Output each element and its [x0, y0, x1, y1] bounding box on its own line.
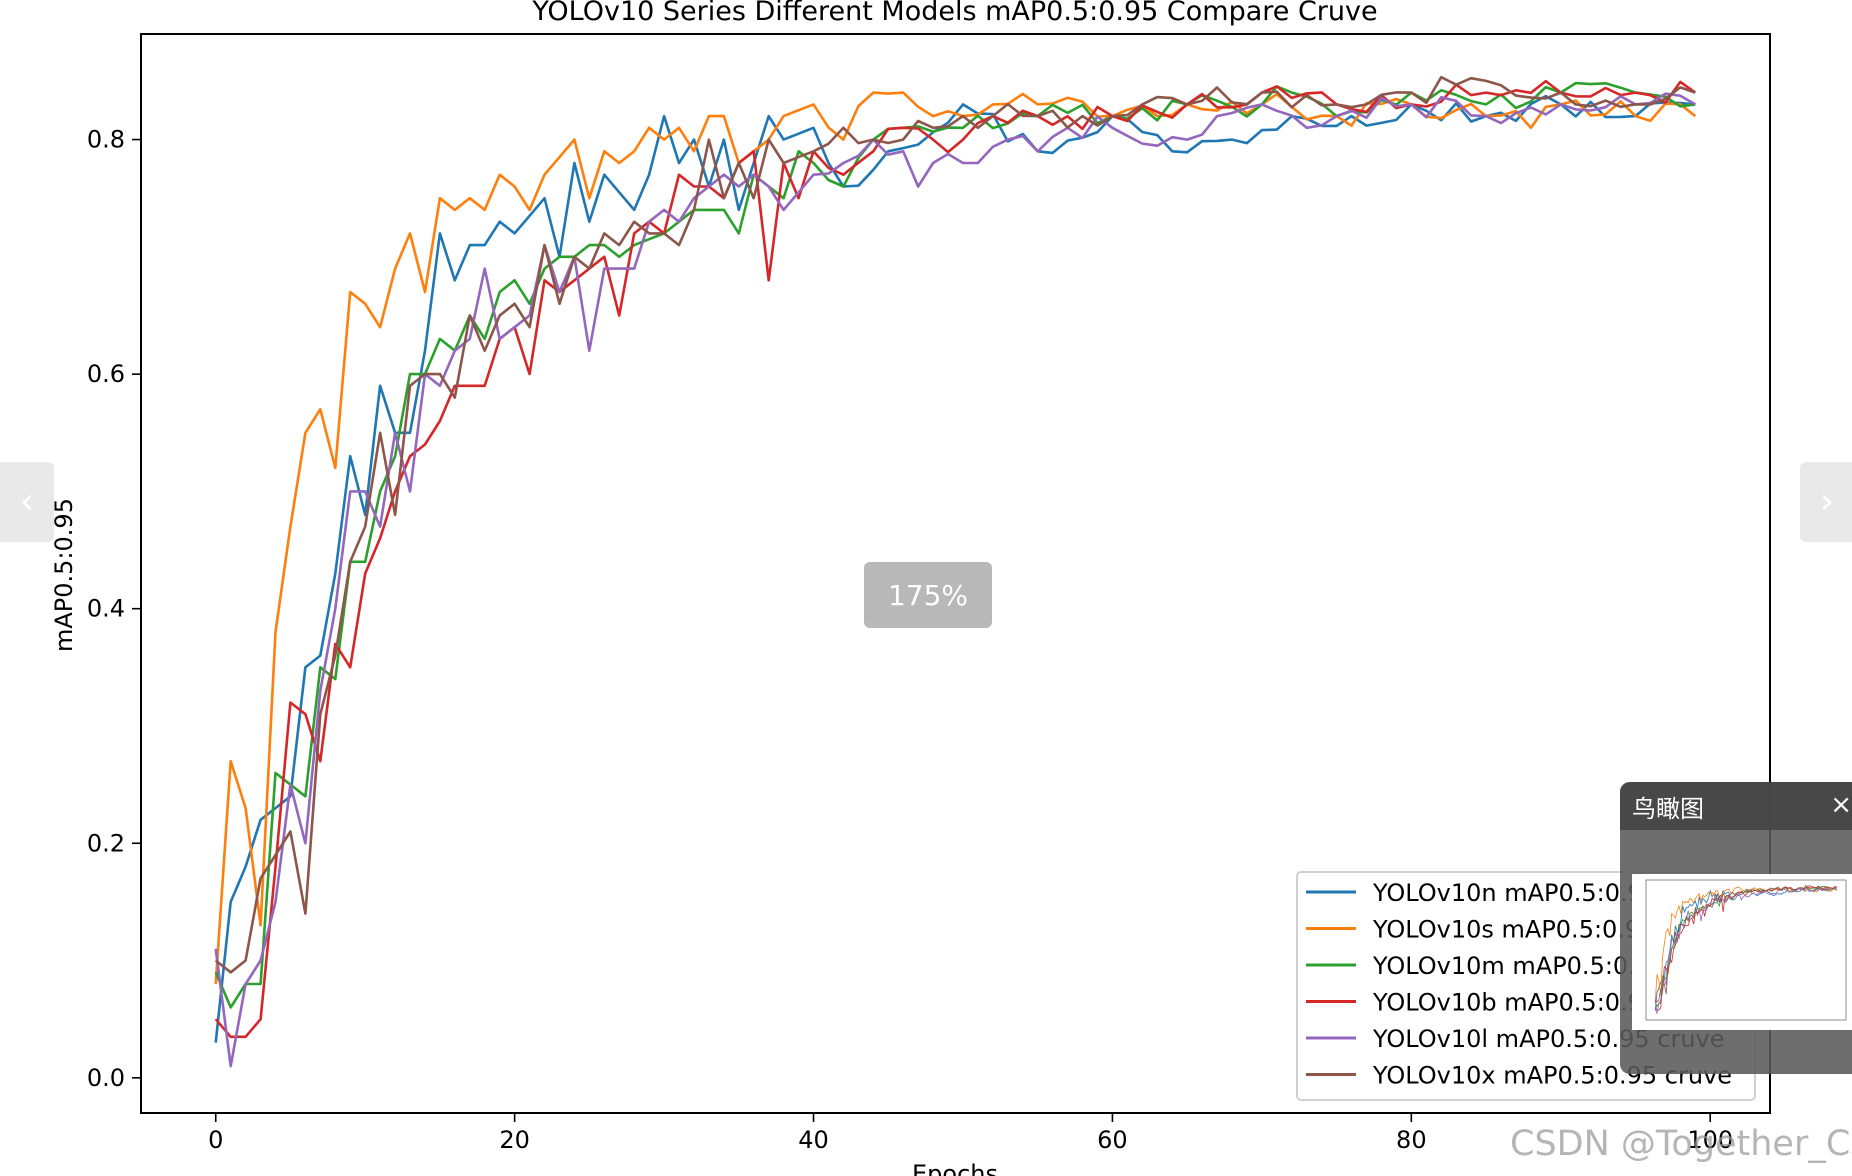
next-image-button[interactable]: ›	[1800, 462, 1852, 542]
x-axis-label: Epochs	[912, 1160, 998, 1176]
axis-ticks: 0 20 40 60 80 100 0.0 0.2 0.4 0.6 0.8	[87, 126, 1733, 1154]
chevron-left-icon: ‹	[19, 481, 35, 522]
x-tick-label: 40	[798, 1126, 829, 1154]
y-tick-label: 0.0	[87, 1064, 125, 1092]
x-tick-label: 80	[1396, 1126, 1427, 1154]
x-tick-label: 20	[499, 1126, 530, 1154]
zoom-level-badge: 175%	[864, 562, 992, 628]
x-tick-label: 0	[208, 1126, 223, 1154]
y-tick-label: 0.8	[87, 126, 125, 154]
birdview-header: 鸟瞰图	[1620, 782, 1852, 830]
birdview-panel[interactable]: 鸟瞰图 ×	[1620, 782, 1852, 1074]
thumbnail-series-line-5	[1654, 885, 1837, 1003]
y-tick-label: 0.4	[87, 595, 125, 623]
birdview-thumbnail[interactable]	[1632, 874, 1852, 1030]
series-line-4	[214, 92, 1696, 1068]
chart-title: YOLOv10 Series Different Models mAP0.5:0…	[531, 0, 1377, 27]
previous-image-button[interactable]: ‹	[0, 462, 54, 542]
axes-frame	[140, 33, 1771, 1114]
watermark-text: CSDN @Together_CZ	[1510, 1124, 1852, 1164]
y-tick-label: 0.2	[87, 829, 125, 857]
thumbnail-series-line-3	[1654, 885, 1838, 1011]
series-line-3	[214, 79, 1697, 1039]
thumbnail-axes-frame	[1645, 879, 1847, 1021]
series-line-1	[214, 91, 1697, 985]
y-tick-label: 0.6	[87, 360, 125, 388]
zoom-level-text: 175%	[887, 578, 969, 612]
series-line-5	[214, 75, 1696, 974]
y-axis-label: mAP0.5:0.95	[50, 498, 78, 652]
thumbnail-series-line-0	[1654, 887, 1837, 1011]
chevron-right-icon: ›	[1819, 481, 1835, 522]
close-icon[interactable]: ×	[1830, 790, 1852, 820]
x-tick-label: 100	[1687, 1126, 1733, 1154]
thumbnail-series-line-1	[1654, 887, 1838, 1004]
series-lines	[214, 75, 1697, 1068]
x-tick-label: 60	[1097, 1126, 1128, 1154]
series-line-2	[214, 81, 1696, 1009]
birdview-title: 鸟瞰图	[1632, 794, 1704, 823]
thumbnail-chart	[1645, 879, 1847, 1021]
